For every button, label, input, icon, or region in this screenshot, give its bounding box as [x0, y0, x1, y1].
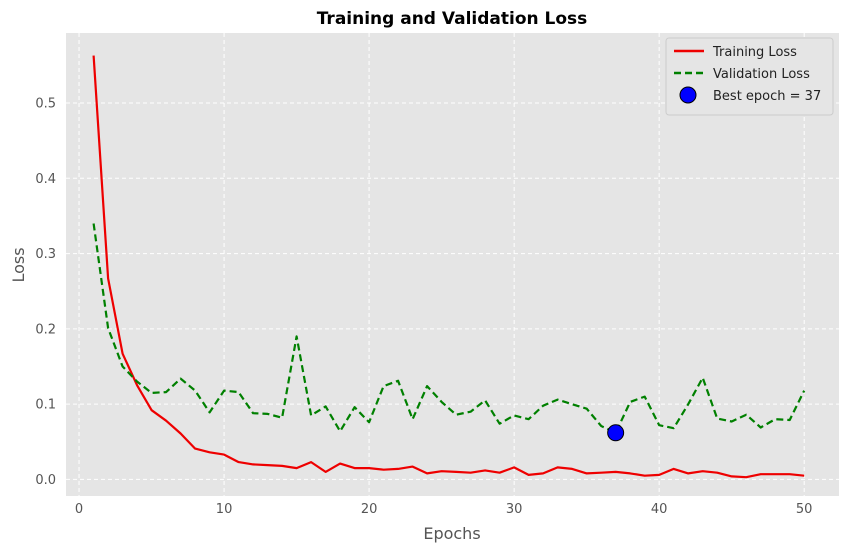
- legend-box: [665, 37, 834, 116]
- legend-best-epoch-marker: [679, 86, 697, 104]
- chart-title: Training and Validation Loss: [317, 9, 588, 29]
- x-axis-label: Epochs: [423, 524, 480, 543]
- legend-validation-label: Validation Loss: [713, 67, 810, 82]
- series-lines: [92, 55, 806, 479]
- x-tick-label: 0: [75, 502, 83, 517]
- y-tick-labels: 0.0 0.1 0.2 0.3 0.4 0.5: [35, 97, 56, 488]
- y-tick-label: 0.5: [35, 97, 56, 112]
- x-tick-label: 50: [796, 502, 813, 517]
- y-tick-label: 0.0: [35, 473, 56, 488]
- validation-loss-line: [92, 223, 806, 434]
- y-tick-label: 0.4: [35, 172, 56, 187]
- best-epoch-marker: [607, 424, 625, 442]
- x-tick-label: 20: [361, 502, 378, 517]
- y-tick-label: 0.3: [35, 247, 56, 262]
- y-axis-label: Loss: [9, 247, 28, 282]
- x-tick-labels: 0 10 20 30 40 50: [75, 502, 813, 517]
- x-tick-label: 40: [651, 502, 668, 517]
- legend-best-epoch-label: Best epoch = 37: [713, 89, 821, 104]
- best-epoch-marker-group: [607, 424, 625, 442]
- x-tick-label: 10: [216, 502, 233, 517]
- x-tick-label: 30: [506, 502, 523, 517]
- y-tick-label: 0.1: [35, 398, 56, 413]
- legend: Training Loss Validation Loss Best epoch…: [665, 37, 834, 116]
- y-tick-label: 0.2: [35, 322, 56, 337]
- legend-training-label: Training Loss: [712, 45, 797, 60]
- grid-lines: [66, 33, 839, 496]
- training-loss-line: [92, 55, 805, 479]
